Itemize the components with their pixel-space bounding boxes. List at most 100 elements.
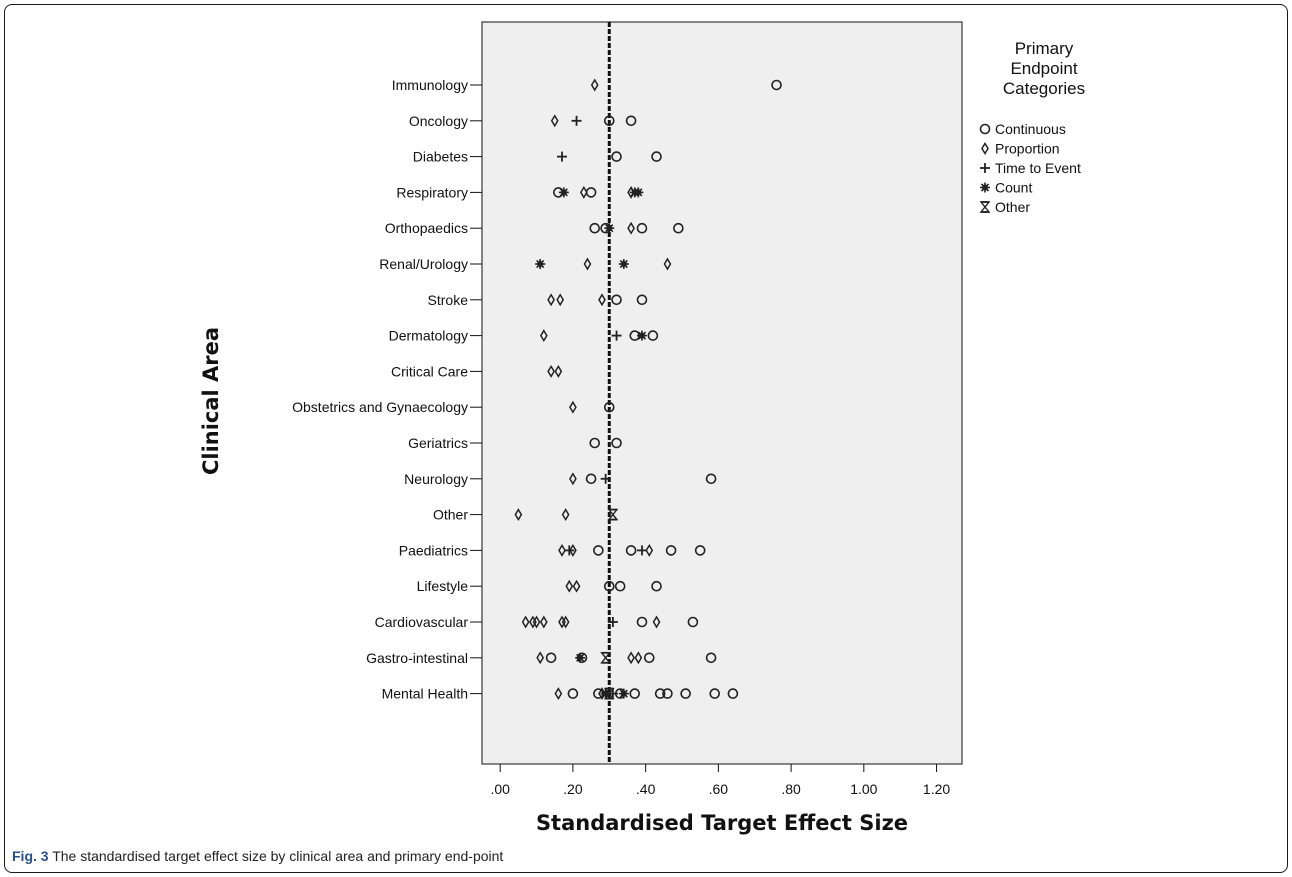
data-point-count <box>604 223 615 234</box>
y-tick-label: Oncology <box>409 113 468 129</box>
y-tick-label: Other <box>433 507 468 523</box>
data-point-continuous <box>709 688 721 699</box>
data-point-continuous <box>545 652 557 664</box>
legend-title-line: Categories <box>1003 79 1085 98</box>
legend-label-continuous: Continuous <box>995 121 1066 137</box>
data-point-continuous <box>585 187 597 198</box>
data-point-proportion <box>652 615 661 629</box>
y-tick-label: Cardiovascular <box>375 614 469 630</box>
data-point-continuous <box>603 401 615 413</box>
data-point-count <box>535 259 546 269</box>
data-point-continuous <box>636 294 648 306</box>
figure-caption: Fig. 3 The standardised target effect si… <box>12 848 503 864</box>
legend-label-proportion: Proportion <box>995 141 1060 157</box>
data-point-continuous <box>589 222 601 234</box>
legend-label-other: Other <box>995 199 1030 215</box>
data-point-proportion <box>554 364 563 378</box>
data-point-continuous <box>614 580 626 592</box>
data-point-count <box>633 187 644 198</box>
data-point-proportion <box>554 687 563 701</box>
y-tick-label: Dermatology <box>389 328 468 344</box>
legend-label-time-to-event: Time to Event <box>995 160 1081 176</box>
x-axis-title: Standardised Target Effect Size <box>536 811 908 835</box>
data-point-proportion <box>569 400 577 414</box>
data-point-continuous <box>662 688 673 699</box>
data-point-continuous <box>603 580 615 592</box>
data-point-proportion <box>547 364 555 378</box>
data-point-continuous <box>636 616 648 628</box>
legend-marker-other <box>979 201 991 213</box>
data-point-proportion <box>521 615 530 629</box>
data-point-proportion <box>561 615 570 629</box>
y-tick-label: Lifestyle <box>417 578 469 594</box>
x-tick-label: .00 <box>490 781 510 797</box>
data-point-proportion <box>539 615 548 629</box>
data-point-proportion <box>539 329 548 343</box>
data-point-count <box>618 259 629 269</box>
data-point-continuous <box>611 294 622 306</box>
data-point-proportion <box>583 257 592 271</box>
legend-marker-proportion <box>981 142 989 155</box>
legend-label-count: Count <box>995 180 1032 196</box>
data-point-proportion <box>579 185 588 199</box>
y-tick-label: Mental Health <box>382 686 468 702</box>
x-tick-label: .80 <box>781 781 801 797</box>
data-point-continuous <box>643 652 655 664</box>
data-point-time-to-event <box>637 545 647 556</box>
data-point-continuous <box>593 545 604 556</box>
data-point-continuous <box>625 545 637 556</box>
data-point-continuous <box>611 437 622 449</box>
data-point-time-to-event <box>571 115 582 126</box>
data-point-proportion <box>532 615 541 629</box>
data-point-continuous <box>694 545 706 556</box>
data-point-continuous <box>589 437 601 449</box>
data-point-proportion <box>550 114 559 128</box>
data-point-proportion <box>514 508 523 522</box>
legend-title-line: Endpoint <box>1010 59 1077 78</box>
y-tick-label: Immunology <box>392 77 468 93</box>
data-point-continuous <box>647 330 659 341</box>
data-point-proportion <box>558 543 566 557</box>
data-point-proportion <box>561 508 570 522</box>
legend-marker-time-to-event <box>980 163 990 173</box>
data-point-proportion <box>565 579 574 593</box>
data-point-continuous <box>705 473 717 485</box>
data-point-proportion <box>634 651 643 665</box>
data-point-proportion <box>645 543 654 557</box>
data-point-time-to-event <box>607 617 618 627</box>
x-tick-label: .20 <box>563 781 583 797</box>
figure-frame <box>4 4 1288 873</box>
y-tick-label: Gastro-intestinal <box>366 650 468 666</box>
x-tick-label: 1.20 <box>923 781 950 797</box>
x-tick-label: .40 <box>636 781 656 797</box>
data-point-continuous <box>611 151 622 162</box>
data-point-continuous <box>625 115 637 127</box>
data-point-proportion <box>627 651 635 665</box>
y-axis-title: Clinical Area <box>199 327 223 475</box>
data-point-continuous <box>629 688 641 699</box>
data-point-proportion <box>663 257 672 271</box>
y-tick-label: Paediatrics <box>399 542 468 558</box>
data-point-continuous <box>576 652 588 664</box>
data-point-continuous <box>727 688 739 699</box>
data-point-count <box>637 330 647 341</box>
caption-text: The standardised target effect size by c… <box>48 848 504 864</box>
data-point-continuous <box>603 115 615 127</box>
x-tick-label: 1.00 <box>850 781 877 797</box>
data-point-proportion <box>556 293 565 307</box>
legend-title-line: Primary <box>1015 39 1074 58</box>
data-point-proportion <box>569 472 577 486</box>
data-point-continuous <box>651 151 662 162</box>
data-point-continuous <box>680 688 691 699</box>
data-point-proportion <box>590 78 599 92</box>
data-point-time-to-event <box>600 473 611 484</box>
data-point-time-to-event <box>611 330 622 341</box>
data-point-continuous <box>654 688 666 699</box>
y-tick-label: Critical Care <box>391 363 468 379</box>
data-point-continuous <box>705 652 717 664</box>
data-point-proportion <box>598 293 606 307</box>
data-point-continuous <box>673 222 684 234</box>
y-tick-label: Respiratory <box>396 184 468 200</box>
